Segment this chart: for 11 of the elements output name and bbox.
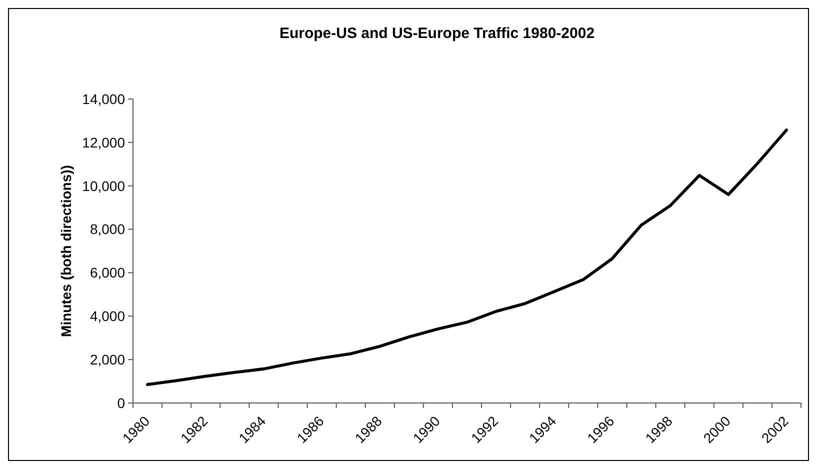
chart-title: Europe-US and US-Europe Traffic 1980-2002 [279, 25, 595, 42]
y-tick-label: 8,000 [90, 221, 126, 238]
y-tick-label: 0 [117, 394, 126, 411]
y-tick-label: 6,000 [90, 264, 126, 281]
y-tick-label: 12,000 [82, 134, 126, 150]
y-axis-title: Minutes (both directions)) [58, 165, 74, 337]
y-tick-label: 4,000 [90, 308, 126, 324]
line-series [146, 128, 788, 386]
y-tick-label: 14,000 [82, 90, 126, 107]
y-tick-label: 10,000 [82, 178, 126, 194]
y-tick-label: 2,000 [90, 351, 126, 368]
